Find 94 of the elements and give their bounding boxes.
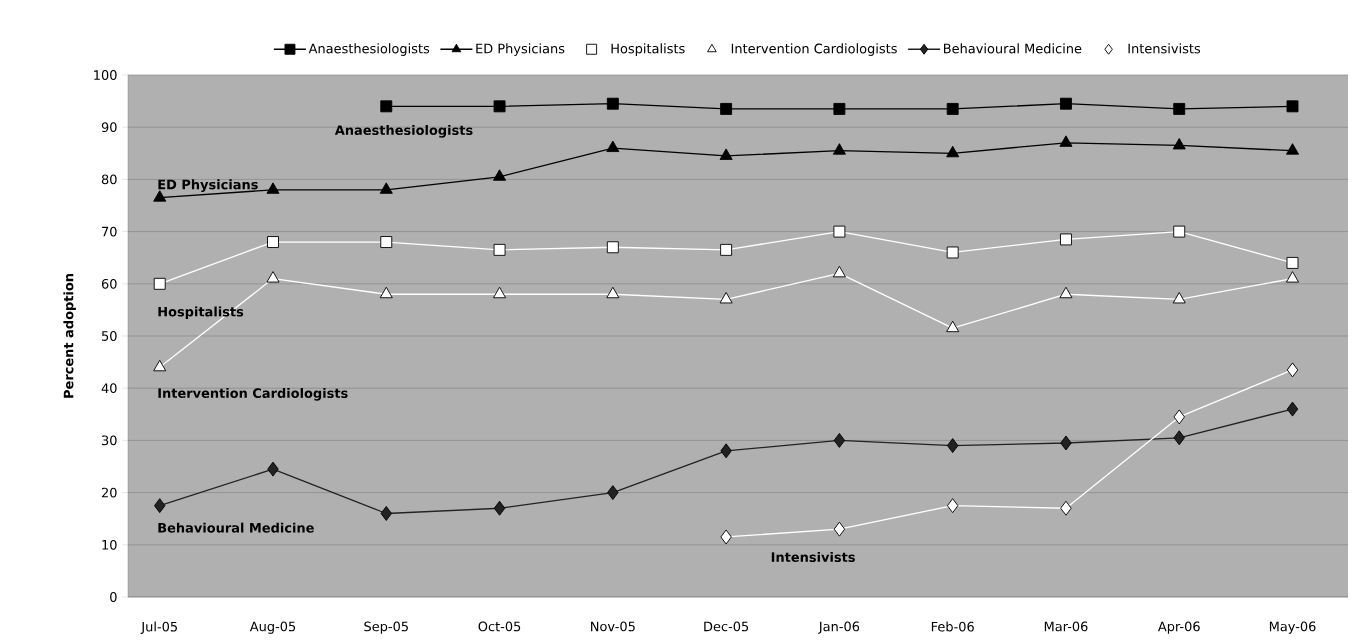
point — [1286, 256, 1299, 269]
point — [720, 529, 732, 545]
point — [153, 190, 167, 202]
point — [1173, 430, 1185, 446]
point — [1286, 143, 1300, 155]
text: Anaesthesiologists — [334, 124, 473, 138]
y-tick-label: 20 — [101, 487, 117, 498]
point — [379, 286, 393, 299]
x-tick-label: Mar-06 — [1044, 621, 1088, 632]
x-tick-label: Apr-06 — [1157, 621, 1200, 634]
point — [719, 292, 733, 304]
point — [267, 461, 279, 477]
point — [1286, 401, 1299, 417]
point — [946, 102, 959, 115]
point — [946, 498, 959, 514]
legend-label: ED Physicians — [476, 43, 565, 56]
point — [719, 148, 733, 160]
point — [720, 102, 733, 115]
y-tick-label: 30 — [101, 435, 117, 446]
point — [606, 286, 620, 299]
point — [493, 243, 506, 256]
point — [607, 485, 619, 501]
point — [266, 182, 280, 194]
point — [720, 243, 733, 256]
x-tick-label: Jul-05 — [140, 621, 177, 634]
y-tick-label: 10 — [102, 539, 117, 550]
point — [379, 182, 393, 194]
point — [1286, 271, 1300, 283]
legend-label: Anaesthesiologists — [308, 43, 430, 56]
x-tick-label: Jan-06 — [818, 621, 860, 634]
x-tick-label: May-06 — [1269, 621, 1316, 634]
point — [493, 169, 507, 181]
y-tick-label: 80 — [101, 174, 117, 185]
x-tick-label: Feb-06 — [931, 621, 974, 632]
point — [720, 443, 732, 459]
y-tick-label: 40 — [101, 383, 117, 394]
text: Intervention Cardiologists — [158, 388, 348, 401]
point — [833, 225, 846, 238]
point — [493, 286, 507, 299]
y-tick-label: 0 — [110, 592, 117, 602]
legend-label: Intervention Cardiologists — [731, 43, 897, 56]
y-tick-label: 90 — [101, 122, 117, 133]
point — [832, 265, 846, 278]
point — [380, 236, 393, 248]
point — [833, 102, 846, 115]
point — [606, 140, 620, 153]
point — [606, 97, 619, 110]
legend-label: Behavioural Medicine — [943, 43, 1082, 54]
point — [606, 241, 619, 254]
point — [946, 145, 960, 158]
point — [1060, 500, 1072, 516]
point — [493, 100, 506, 113]
point — [946, 246, 959, 259]
point — [380, 506, 392, 521]
text: Behavioural Medicine — [158, 522, 314, 533]
point — [1286, 100, 1299, 113]
point — [833, 432, 846, 448]
point — [266, 271, 280, 283]
point — [946, 438, 959, 454]
point — [380, 100, 393, 113]
x-tick-label: Oct-05 — [478, 621, 521, 632]
x-tick-label: Nov-05 — [591, 621, 635, 632]
point — [1059, 135, 1073, 147]
y-tick-label: 100 — [94, 70, 117, 80]
y-tick-label: 70 — [102, 226, 117, 237]
point — [1286, 362, 1299, 378]
x-tick-label: Dec-05 — [704, 621, 749, 632]
text: Hospitalists — [158, 306, 244, 320]
point — [832, 143, 846, 155]
legend-label: Intensivists — [1128, 43, 1201, 54]
point — [1060, 233, 1072, 246]
point — [1060, 97, 1072, 110]
point — [1060, 435, 1072, 451]
legend-label: Hospitalists — [611, 43, 685, 56]
x-tick-label: Aug-05 — [249, 621, 296, 634]
text: Intensivists — [771, 551, 855, 562]
point — [1172, 138, 1186, 150]
point — [1059, 286, 1073, 299]
point — [1173, 102, 1186, 115]
y-axis-title: Percent adoption — [63, 274, 76, 398]
y-tick-label: 60 — [101, 278, 117, 289]
point — [153, 277, 166, 290]
point — [833, 521, 846, 537]
point — [493, 500, 506, 516]
y-tick-label: 50 — [102, 331, 117, 341]
x-tick-label: Sep-05 — [364, 621, 408, 634]
point — [153, 359, 167, 372]
point — [946, 320, 960, 333]
text: ED Physicians — [158, 179, 258, 192]
point — [154, 498, 166, 514]
point — [267, 236, 279, 248]
point — [1173, 409, 1185, 425]
point — [1172, 292, 1186, 304]
point — [1173, 225, 1186, 238]
